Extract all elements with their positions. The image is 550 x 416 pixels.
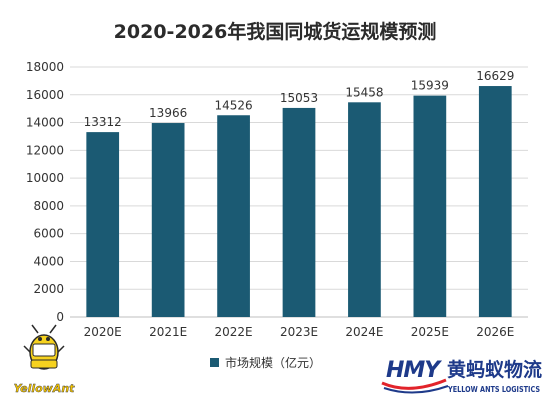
data-label: 16629 — [476, 69, 514, 83]
legend: 市场规模（亿元） — [210, 355, 321, 370]
chart-title: 2020-2026年我国同城货运规模预测 — [114, 20, 437, 43]
y-tick-label: 0 — [56, 310, 64, 324]
bar — [413, 95, 447, 317]
label-layer: 13312 13966 14526 15053 15458 15939 16629 — [84, 69, 515, 129]
data-label: 15939 — [411, 79, 449, 93]
yellowant-logo: YellowAnt — [13, 324, 76, 395]
x-tick-label: 2026E — [476, 325, 514, 339]
bar-layer — [86, 86, 512, 318]
x-tick-label: 2021E — [149, 325, 187, 339]
axis-layer: 0 2000 4000 6000 8000 10000 12000 14000 16000 180… — [26, 60, 528, 339]
bar — [86, 132, 120, 317]
y-tick-label: 12000 — [26, 143, 64, 157]
hmy-logo-name: 黄蚂蚁物流 — [447, 358, 542, 381]
y-tick-label: 6000 — [33, 227, 64, 241]
data-label: 13966 — [149, 106, 187, 120]
y-tick-label: 14000 — [26, 116, 64, 130]
data-label: 14526 — [214, 98, 252, 112]
hmy-swoosh-icon — [381, 378, 449, 394]
x-tick-label: 2025E — [411, 325, 449, 339]
legend-swatch — [210, 358, 219, 367]
data-label: 15458 — [345, 85, 383, 99]
y-tick-label: 18000 — [26, 60, 64, 74]
y-tick-label: 10000 — [26, 171, 64, 185]
ant-mascot-icon — [23, 324, 65, 370]
y-tick-label: 16000 — [26, 88, 64, 102]
bar — [282, 107, 316, 317]
x-tick-label: 2020E — [84, 325, 122, 339]
data-label: 13312 — [84, 115, 122, 129]
bar — [478, 86, 512, 318]
y-tick-label: 2000 — [33, 282, 64, 296]
x-tick-label: 2023E — [280, 325, 318, 339]
x-tick-label: 2022E — [215, 325, 253, 339]
bar — [217, 115, 250, 317]
data-label: 15053 — [280, 91, 318, 105]
x-tick-label: 2024E — [345, 325, 383, 339]
hmy-logo: HMY 黄蚂蚁物流 YELLOW ANTS LOGISTICS — [381, 358, 542, 394]
bar — [151, 123, 185, 318]
bar — [348, 102, 381, 317]
y-tick-label: 8000 — [33, 199, 64, 213]
hmy-logo-subtitle: YELLOW ANTS LOGISTICS — [447, 385, 540, 394]
hmy-logo-mark: HMY — [386, 358, 442, 383]
yellowant-logo-text: YellowAnt — [14, 382, 76, 395]
legend-label: 市场规模（亿元） — [225, 355, 321, 370]
y-tick-label: 4000 — [33, 254, 64, 268]
